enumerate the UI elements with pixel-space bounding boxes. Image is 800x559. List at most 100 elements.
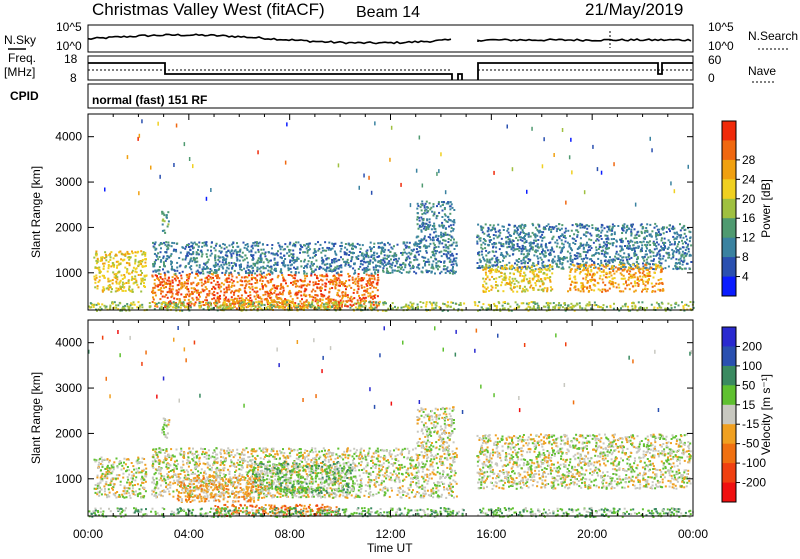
scatter-cell [453, 209, 455, 211]
scatter-cell [596, 272, 598, 274]
scatter-cell [493, 224, 495, 226]
scatter-cell [236, 276, 238, 278]
scatter-cell [445, 234, 447, 236]
scatter-cell [676, 250, 678, 252]
scatter-cell [449, 245, 451, 247]
scatter-cell [99, 272, 101, 274]
scatter-cell [635, 267, 637, 269]
scatter-cell [176, 298, 178, 300]
scatter-cell [196, 283, 198, 285]
scatter-cell [656, 302, 658, 304]
scatter-cell [169, 303, 171, 305]
scatter-cell [453, 228, 455, 230]
scatter-cell [225, 258, 227, 260]
scatter-cell [523, 272, 525, 274]
scatter-cell [489, 239, 491, 241]
scatter-cell [448, 238, 450, 240]
scatter-cell [277, 254, 279, 256]
scatter-cell [123, 283, 125, 285]
scatter-cell [434, 211, 436, 213]
scatter-cell [597, 228, 599, 230]
scatter-cell [567, 230, 569, 232]
scatter-cell [335, 253, 337, 255]
scatter-cell [559, 229, 561, 231]
scatter-cell [178, 284, 180, 286]
scatter-cell [359, 297, 361, 299]
scatter-cell [654, 223, 656, 225]
scatter-cell [244, 247, 246, 249]
scatter-cell [368, 283, 370, 285]
scatter-cell [445, 268, 447, 270]
scatter-cell [137, 252, 139, 254]
scatter-cell [192, 251, 194, 253]
scatter-cell [239, 250, 241, 252]
scatter-cell [108, 285, 110, 287]
scatter-cell [165, 251, 167, 253]
scatter-cell [651, 251, 653, 253]
scatter-cell [292, 245, 294, 247]
scatter-cell [134, 304, 136, 306]
scatter-cell [442, 227, 444, 229]
scatter-cell [613, 273, 615, 275]
scatter-cell [447, 301, 449, 303]
scatter-cell [403, 249, 405, 251]
scatter-cell [377, 277, 379, 279]
scatter-cell [550, 231, 552, 233]
scatter-cell [574, 254, 576, 256]
scatter-cell [363, 258, 365, 260]
scatter-cell [585, 244, 587, 246]
scatter-cell [646, 230, 648, 232]
scatter-cell [348, 279, 350, 281]
scatter-cell [334, 267, 336, 269]
scatter-cell [185, 287, 187, 289]
scatter-cell [153, 299, 155, 301]
scatter-cell [214, 259, 216, 261]
scatter-cell [322, 299, 324, 301]
scatter-cell [274, 268, 276, 270]
scatter-cell [516, 232, 518, 234]
scatter-cell [371, 278, 373, 280]
scatter-cell [672, 226, 674, 228]
scatter-cell [417, 203, 419, 205]
scatter-cell [440, 236, 442, 238]
scatter-cell [277, 301, 279, 303]
scatter-cell [585, 251, 587, 253]
scatter-cell [579, 253, 581, 255]
scatter-cell [95, 266, 97, 268]
scatter-cell [556, 246, 558, 248]
scatter-cell [447, 241, 449, 243]
scatter-cell [504, 273, 506, 275]
scatter-cell [635, 290, 637, 292]
scatter-cell [352, 267, 354, 269]
scatter-cell [350, 304, 352, 306]
scatter-cell [258, 251, 260, 253]
scatter-cell [241, 276, 243, 278]
scatter-cell [485, 264, 487, 266]
scatter-cell [489, 279, 491, 281]
scatter-cell [517, 269, 519, 271]
scatter-cell [112, 279, 114, 281]
scatter-cell [526, 250, 528, 252]
scatter-cell [688, 231, 690, 233]
scatter-cell [368, 279, 370, 281]
scatter-cell [214, 294, 216, 296]
scatter-cell [612, 265, 614, 267]
scatter-cell [240, 264, 242, 266]
scatter-cell [479, 259, 481, 261]
scatter-cell [236, 298, 238, 300]
scatter-cell [505, 236, 507, 238]
scatter-cell [331, 287, 333, 289]
scatter-cell [109, 306, 111, 308]
scatter-cell [271, 244, 273, 246]
scatter-cell [327, 298, 329, 300]
scatter-cell [610, 306, 612, 308]
scatter-cell [616, 271, 618, 273]
scatter-cell [355, 283, 357, 285]
scatter-cell [303, 273, 305, 275]
scatter-cell [144, 258, 146, 260]
scatter-cell [525, 248, 527, 250]
scatter-cell [264, 255, 266, 257]
scatter-cell [646, 244, 648, 246]
scatter-cell [316, 266, 318, 268]
scatter-cell [341, 281, 343, 283]
